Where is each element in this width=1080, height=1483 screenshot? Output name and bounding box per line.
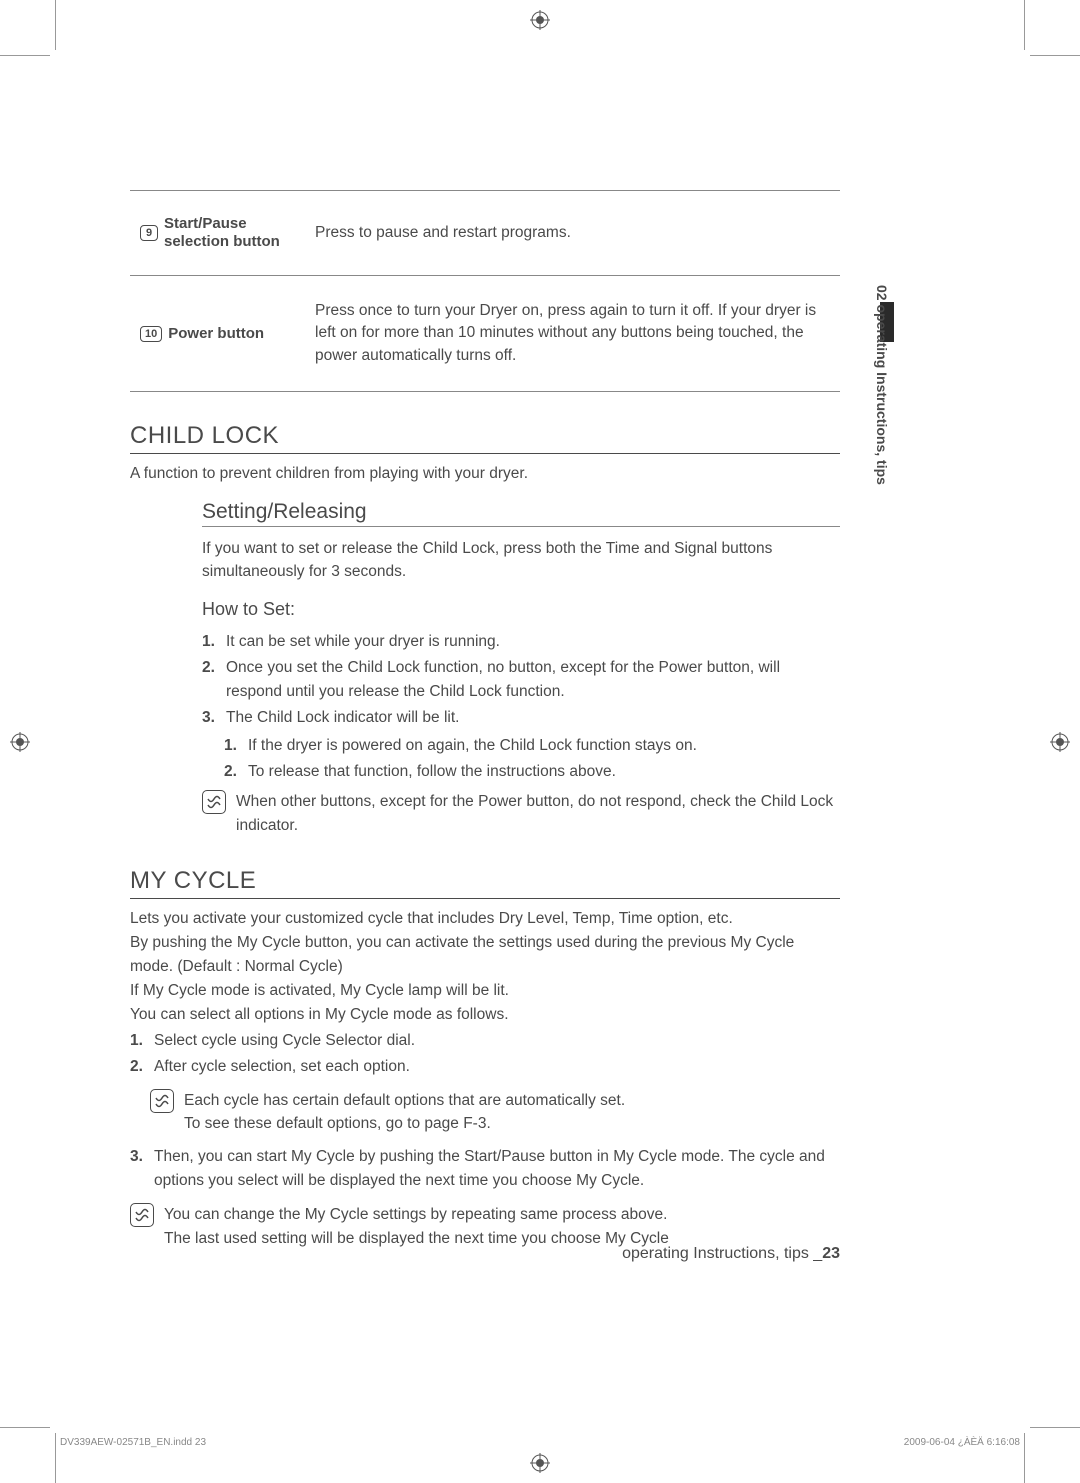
button-label: Power button [168, 325, 264, 343]
list-item: The Child Lock indicator will be lit. [202, 706, 840, 730]
side-tab-label: 02 operating Instructions, tips [874, 285, 890, 485]
button-description: Press to pause and restart programs. [305, 215, 840, 251]
my-cycle-body: Lets you activate your customized cycle … [130, 907, 840, 1250]
list-item: After cycle selection, set each option. [130, 1055, 840, 1079]
section-heading-child-lock: CHILD LOCK [130, 422, 840, 454]
button-label-cell: 9 Start/Pause selection button [130, 215, 305, 251]
nested-list: If the dryer is powered on again, the Ch… [224, 734, 840, 784]
note-block: Each cycle has certain default options t… [150, 1089, 840, 1136]
registration-mark-top [530, 10, 550, 30]
registration-mark-right [1050, 732, 1070, 752]
list-item: If the dryer is powered on again, the Ch… [224, 734, 840, 758]
my-cycle-para: By pushing the My Cycle button, you can … [130, 931, 840, 979]
my-cycle-steps-continued: Then, you can start My Cycle by pushing … [130, 1145, 840, 1193]
crop-mark [55, 1433, 56, 1483]
note-block: You can change the My Cycle settings by … [130, 1203, 840, 1250]
crop-mark [55, 0, 56, 50]
print-footer-right: 2009-06-04 ¿ÀÈÄ 6:16:08 [904, 1437, 1020, 1448]
how-to-set-list: It can be set while your dryer is runnin… [202, 630, 840, 730]
print-footer-left: DV339AEW-02571B_EN.indd 23 [60, 1437, 206, 1448]
note-icon [130, 1203, 154, 1227]
note-text: Each cycle has certain default options t… [184, 1089, 625, 1136]
page-number: 23 [822, 1245, 840, 1262]
registration-mark-left [10, 732, 30, 752]
how-to-set-heading: How to Set: [202, 599, 840, 620]
button-label-cell: 10 Power button [130, 300, 305, 367]
button-number: 9 [140, 225, 158, 241]
my-cycle-steps: Select cycle using Cycle Selector dial. … [130, 1029, 840, 1079]
button-number: 10 [140, 326, 162, 342]
setting-releasing-heading: Setting/Releasing [202, 500, 840, 527]
registration-mark-bottom [530, 1453, 550, 1473]
child-lock-intro: A function to prevent children from play… [130, 462, 840, 485]
list-item: It can be set while your dryer is runnin… [202, 630, 840, 654]
note-icon [150, 1089, 174, 1113]
list-item: Select cycle using Cycle Selector dial. [130, 1029, 840, 1053]
page-content: 9 Start/Pause selection button Press to … [130, 190, 840, 1260]
list-item: To release that function, follow the ins… [224, 760, 840, 784]
note-text: When other buttons, except for the Power… [236, 790, 840, 837]
button-description: Press once to turn your Dryer on, press … [305, 300, 840, 367]
my-cycle-para: If My Cycle mode is activated, My Cycle … [130, 979, 840, 1003]
crop-mark [1030, 55, 1080, 56]
my-cycle-para: Lets you activate your customized cycle … [130, 907, 840, 931]
note-text: You can change the My Cycle settings by … [164, 1203, 669, 1250]
footer-text: operating Instructions, tips _ [622, 1245, 822, 1262]
list-item: Then, you can start My Cycle by pushing … [130, 1145, 840, 1193]
buttons-table: 9 Start/Pause selection button Press to … [130, 190, 840, 392]
crop-mark [1030, 1427, 1080, 1428]
crop-mark [0, 1427, 50, 1428]
setting-releasing-text: If you want to set or release the Child … [202, 537, 840, 584]
page-footer: operating Instructions, tips _23 [622, 1245, 840, 1263]
note-icon [202, 790, 226, 814]
button-label: Start/Pause selection button [164, 215, 305, 251]
table-row: 9 Start/Pause selection button Press to … [130, 191, 840, 276]
note-block: When other buttons, except for the Power… [202, 790, 840, 837]
list-item: Once you set the Child Lock function, no… [202, 656, 840, 704]
section-heading-my-cycle: MY CYCLE [130, 867, 840, 899]
crop-mark [1024, 0, 1025, 50]
child-lock-subsection: Setting/Releasing If you want to set or … [202, 500, 840, 837]
table-row: 10 Power button Press once to turn your … [130, 276, 840, 392]
my-cycle-para: You can select all options in My Cycle m… [130, 1003, 840, 1027]
crop-mark [0, 55, 50, 56]
crop-mark [1024, 1433, 1025, 1483]
